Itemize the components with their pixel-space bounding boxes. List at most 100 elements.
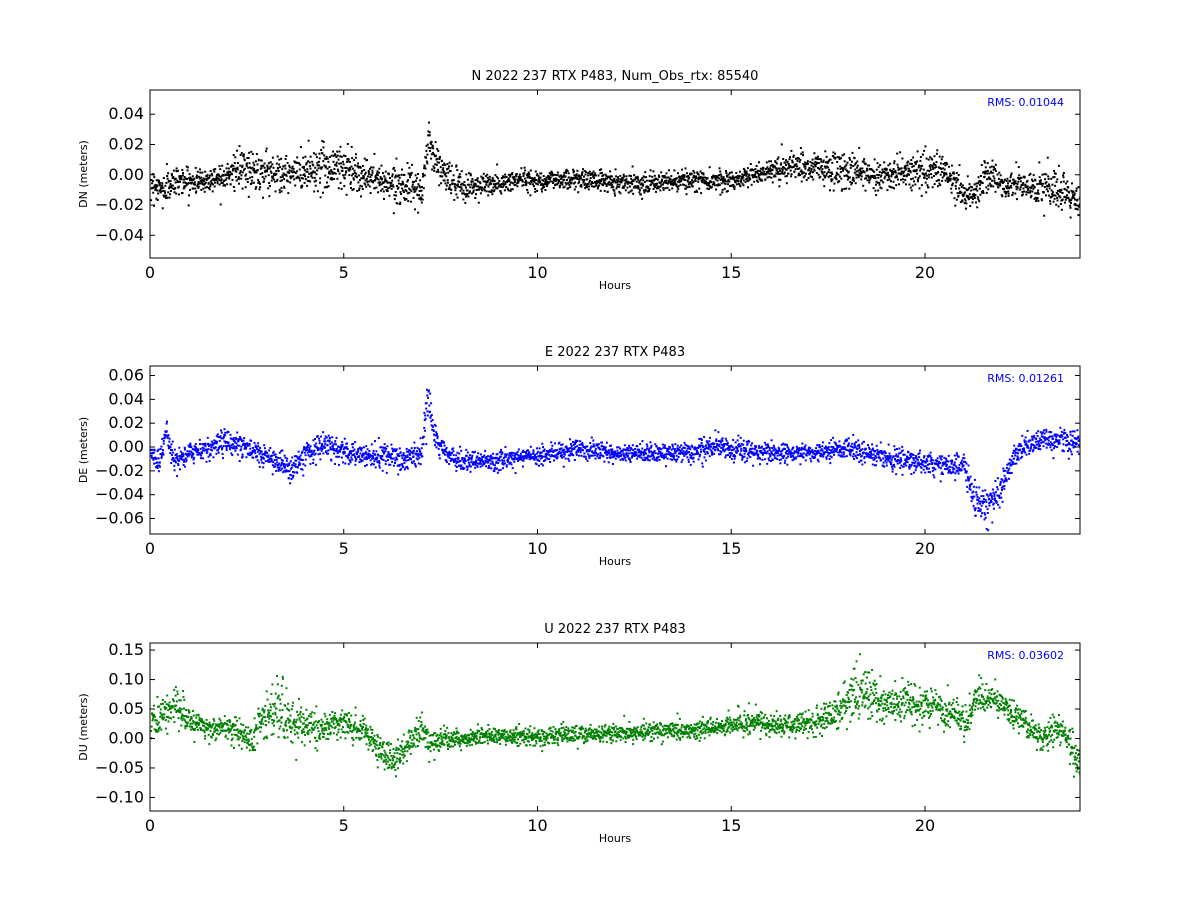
data-point [422,187,425,190]
data-point [455,466,458,468]
data-point [834,156,837,159]
data-point [202,187,205,190]
data-point [977,181,980,184]
data-point [275,469,278,472]
data-point [1043,186,1046,188]
data-point [491,460,494,463]
data-point [344,462,347,465]
data-point [284,456,287,459]
data-point [245,165,248,168]
data-point [591,450,594,453]
data-point [929,166,932,169]
data-point [854,182,857,185]
data-point [231,454,234,457]
data-point [161,207,164,210]
data-point [157,464,160,467]
data-point [360,460,363,463]
data-point [654,183,657,185]
data-point [168,440,171,443]
data-point [207,455,210,458]
data-point [459,445,462,448]
data-point [918,164,921,167]
data-point [527,171,530,174]
data-point [1035,192,1038,195]
data-point [648,451,651,454]
data-point [298,168,301,171]
data-point [617,454,619,457]
data-point [877,174,880,176]
data-point [434,441,437,444]
data-point [633,174,636,177]
data-point [641,451,643,454]
data-point [1056,199,1059,202]
data-point [438,161,440,164]
data-point [405,190,408,193]
data-point [589,179,592,182]
data-point [866,167,869,170]
data-point [378,171,380,174]
data-point [846,169,848,172]
data-point [802,171,805,174]
data-point [221,448,223,451]
data-point [204,170,207,173]
data-point [275,456,278,459]
data-point [959,184,962,187]
data-point [465,186,467,189]
data-point [493,468,496,471]
data-point [349,160,351,163]
data-point [1072,191,1075,194]
data-point [365,185,368,188]
data-point [576,177,579,180]
data-point [911,162,913,165]
data-point [401,466,404,469]
data-point [436,157,439,160]
data-point [1021,193,1024,196]
data-point [595,184,598,187]
data-point [392,457,395,460]
data-point [243,437,246,439]
data-point [421,198,424,201]
data-point [758,161,760,164]
data-point [157,457,160,460]
data-point [572,182,575,185]
data-point [156,189,159,192]
data-point [232,447,234,450]
data-point [692,180,695,183]
data-point [892,168,895,170]
data-point [655,177,658,180]
data-point [822,178,825,181]
data-point [996,173,999,176]
data-point [664,187,667,190]
data-point [592,439,595,442]
data-point [581,444,584,447]
data-point [270,460,273,463]
data-point [310,171,313,174]
data-point [908,173,910,176]
data-point [1062,172,1065,174]
data-point [425,160,428,163]
data-point [595,443,598,446]
data-point [306,442,308,445]
data-point [263,457,265,460]
data-point [556,174,559,177]
data-point [840,177,843,180]
data-point [522,175,525,177]
data-point [187,444,190,447]
data-point [305,163,308,166]
data-point [513,184,516,187]
data-point [754,171,757,173]
data-point [418,184,421,187]
data-point [332,160,335,163]
data-point [377,437,380,439]
data-point [361,177,364,180]
data-point [435,446,438,449]
data-point [223,179,226,182]
data-point [562,175,565,178]
data-point [281,175,284,178]
data-point [654,186,657,189]
data-point [551,455,554,458]
data-point [260,455,262,458]
data-point [612,179,615,182]
data-point [203,190,206,193]
data-point [195,190,198,193]
